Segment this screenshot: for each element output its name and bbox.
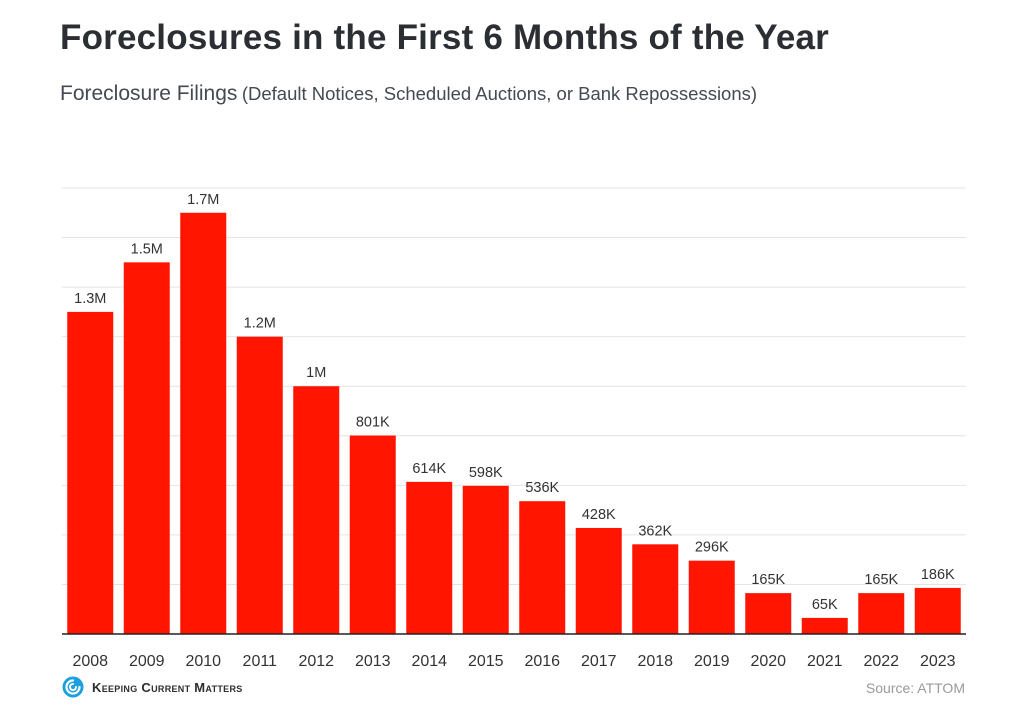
x-tick-label-2015: 2015 <box>468 653 504 670</box>
x-tick-label-2022: 2022 <box>863 653 899 670</box>
x-tick-label-2009: 2009 <box>129 653 165 670</box>
bar-2016 <box>519 501 566 634</box>
swirl-logo-icon <box>62 676 84 698</box>
data-label-2013: 801K <box>356 415 390 431</box>
x-tick-label-2014: 2014 <box>411 653 447 670</box>
x-tick-label-2021: 2021 <box>807 653 843 670</box>
data-label-2015: 598K <box>469 465 503 481</box>
bar-2009 <box>123 262 170 634</box>
x-tick-label-2008: 2008 <box>72 653 108 670</box>
bar-2010 <box>180 212 227 634</box>
subtitle-detail: (Default Notices, Scheduled Auctions, or… <box>241 83 758 104</box>
x-tick-label-2011: 2011 <box>243 653 278 670</box>
chart-title: Foreclosures in the First 6 Months of th… <box>60 18 829 57</box>
data-label-2017: 428K <box>582 507 616 523</box>
data-label-2016: 536K <box>525 480 559 496</box>
x-tick-label-2016: 2016 <box>524 653 560 670</box>
data-label-2014: 614K <box>412 461 446 477</box>
source-credit: Source: ATTOM <box>865 680 965 696</box>
bar-2013 <box>349 435 396 634</box>
bar-2023 <box>914 587 961 634</box>
brand-logo: Keeping Current Matters <box>62 676 243 698</box>
bar-2017 <box>575 527 622 634</box>
bar-2019 <box>688 560 735 634</box>
bar-2018 <box>632 544 679 634</box>
data-label-2011: 1.2M <box>244 316 276 332</box>
data-label-2009: 1.5M <box>131 241 163 257</box>
bar-2008 <box>67 311 114 634</box>
bar-2020 <box>745 593 792 634</box>
data-label-2022: 165K <box>864 572 898 588</box>
bar-2014 <box>406 481 453 634</box>
data-label-2020: 165K <box>751 572 785 588</box>
x-tick-label-2013: 2013 <box>355 653 391 670</box>
data-label-2018: 362K <box>638 523 672 539</box>
data-label-2012: 1M <box>306 365 326 381</box>
bar-2021 <box>801 617 848 634</box>
x-tick-label-2020: 2020 <box>750 653 786 670</box>
data-label-2019: 296K <box>695 540 729 556</box>
data-label-2010: 1.7M <box>187 192 219 208</box>
bar-2011 <box>236 336 283 634</box>
bar-2022 <box>858 593 905 634</box>
x-tick-label-2018: 2018 <box>637 653 673 670</box>
x-tick-label-2023: 2023 <box>920 653 956 670</box>
x-tick-label-2019: 2019 <box>694 653 730 670</box>
data-label-2021: 65K <box>812 597 838 613</box>
x-tick-label-2010: 2010 <box>185 653 221 670</box>
x-tick-label-2017: 2017 <box>581 653 617 670</box>
data-label-2023: 186K <box>921 567 955 583</box>
x-tick-label-2012: 2012 <box>298 653 334 670</box>
data-label-2008: 1.3M <box>74 291 106 307</box>
bar-2015 <box>462 485 509 634</box>
subtitle-main: Foreclosure Filings <box>60 82 238 105</box>
bar-2012 <box>293 386 340 634</box>
chart-subtitle: Foreclosure Filings (Default Notices, Sc… <box>60 82 757 106</box>
logo-text: Keeping Current Matters <box>92 679 243 695</box>
